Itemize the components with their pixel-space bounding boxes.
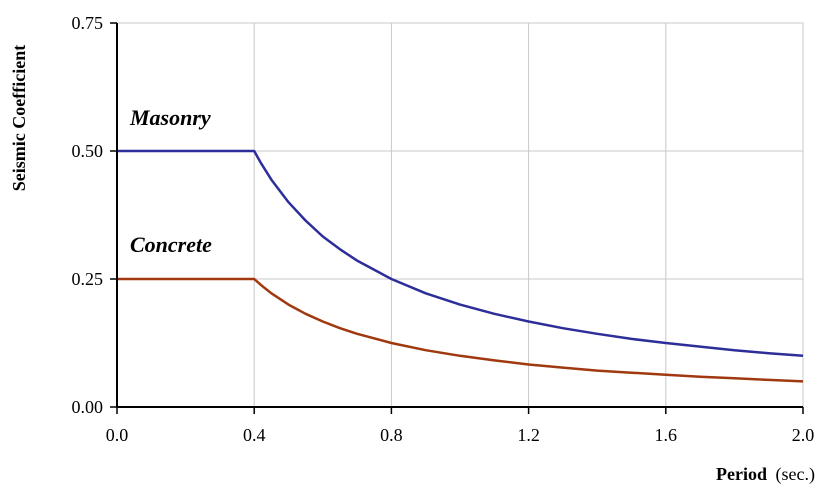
labels: Masonry Concrete Seismic Coefficient Per… bbox=[9, 45, 815, 485]
series-label-masonry: Masonry bbox=[129, 105, 211, 130]
x-tick-label: 1.6 bbox=[655, 425, 678, 445]
x-tick-label: 0.8 bbox=[380, 425, 403, 445]
axes: 0.0 0.4 0.8 1.2 1.6 2.0 0.00 0.25 0.50 0.75 bbox=[72, 13, 815, 445]
x-tick-label: 0.0 bbox=[106, 425, 129, 445]
y-tick-label: 0.50 bbox=[72, 141, 104, 161]
series-line-masonry bbox=[117, 149, 804, 358]
x-tick-label: 2.0 bbox=[792, 425, 815, 445]
y-axis-label: Seismic Coefficient bbox=[9, 45, 29, 191]
plot-frame bbox=[116, 22, 804, 408]
series-lines bbox=[117, 149, 804, 383]
series-label-concrete: Concrete bbox=[130, 232, 212, 257]
x-tick-label: 1.2 bbox=[517, 425, 540, 445]
x-axis-label-title: Period bbox=[716, 464, 767, 484]
y-tick-label: 0.75 bbox=[72, 13, 104, 33]
x-tick-label: 0.4 bbox=[243, 425, 266, 445]
x-axis-label: Period (sec.) bbox=[716, 464, 815, 485]
x-axis-label-unit: (sec.) bbox=[776, 464, 815, 485]
y-tick-label: 0.00 bbox=[72, 397, 104, 417]
series-line-concrete bbox=[117, 277, 804, 383]
y-tick-label: 0.25 bbox=[72, 269, 104, 289]
gridlines bbox=[116, 22, 804, 408]
